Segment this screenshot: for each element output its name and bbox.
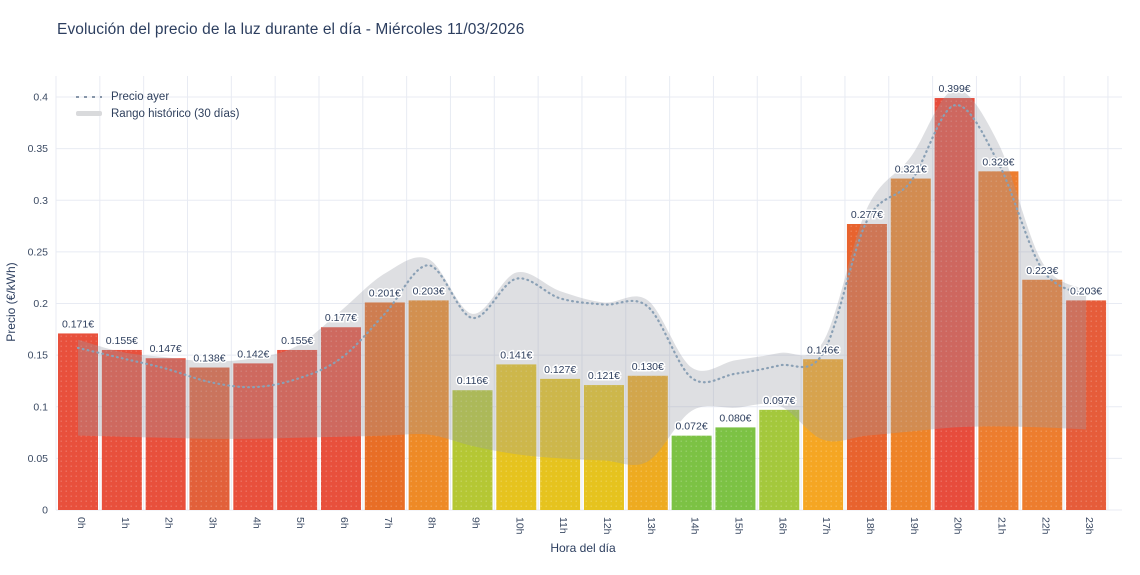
bar-value-label: 0.072€	[676, 421, 708, 433]
bar-value-label: 0.146€	[807, 344, 839, 356]
bar-value-label: 0.277€	[851, 209, 883, 221]
x-tick-label: 5h	[294, 517, 306, 529]
legend-label: Precio ayer	[111, 90, 170, 103]
x-tick-label: 14h	[689, 517, 701, 535]
x-tick-label: 13h	[645, 517, 657, 535]
bar-value-label: 0.097€	[763, 395, 795, 407]
bar-value-label: 0.155€	[281, 335, 313, 347]
y-tick-label: 0.2	[33, 298, 48, 310]
bar-value-label: 0.201€	[369, 287, 401, 299]
bar-value-label: 0.147€	[150, 343, 182, 355]
x-tick-label: 19h	[908, 517, 920, 535]
y-tick-label: 0.15	[28, 350, 49, 362]
chart-legend: Precio ayer Rango histórico (30 días)	[76, 88, 239, 122]
yesterday-price-line	[76, 104, 1088, 389]
bar-value-label: 0.321€	[895, 164, 927, 176]
x-tick-label: 7h	[382, 517, 394, 529]
legend-item-precio-ayer[interactable]: Precio ayer	[76, 88, 239, 105]
y-tick-label: 0.25	[28, 246, 49, 258]
bar-15h[interactable]	[715, 427, 756, 510]
x-tick-label: 6h	[338, 517, 350, 529]
x-tick-label: 21h	[995, 517, 1007, 535]
bar-value-label: 0.155€	[106, 335, 138, 347]
bar-value-label: 0.399€	[939, 83, 971, 95]
bar-value-label: 0.141€	[500, 349, 532, 361]
axis-ticks: 0h 1h 2h 3h 4h 5h 6h 7h 8h 9h 10h 11h 12h 13h 14h 15h 16…	[75, 517, 1095, 535]
x-tick-label: 15h	[732, 517, 744, 535]
x-tick-label: 3h	[206, 517, 218, 529]
bar-value-label: 0.203€	[1070, 285, 1102, 297]
x-tick-label: 0h	[75, 517, 87, 529]
bar-value-label: 0.127€	[544, 364, 576, 376]
x-tick-label: 1h	[119, 517, 131, 529]
bar-value-label: 0.142€	[237, 348, 269, 360]
x-tick-label: 18h	[864, 517, 876, 535]
x-tick-label: 23h	[1083, 517, 1095, 535]
y-tick-label: 0	[42, 505, 48, 517]
historical-range-band	[78, 89, 1087, 465]
legend-item-rango-historico[interactable]: Rango histórico (30 días)	[76, 105, 239, 122]
yesterday-price-path	[76, 104, 1088, 389]
bar-value-label: 0.116€	[457, 375, 488, 387]
y-tick-label: 0.05	[28, 453, 49, 465]
bar-value-label: 0.223€	[1026, 265, 1058, 277]
bar-value-label: 0.130€	[632, 361, 664, 373]
bar-value-label: 0.121€	[588, 370, 620, 382]
bar-value-labels: 0.171€ 0.155€ 0.147€ 0.138€ 0.142€ 0.155€ 0.17…	[60, 82, 1103, 435]
bar-value-label: 0.171€	[62, 318, 94, 330]
dashed-line-swatch-icon	[76, 95, 102, 98]
legend-label: Rango histórico (30 días)	[111, 107, 240, 120]
x-tick-label: 4h	[250, 517, 262, 529]
x-tick-label: 12h	[601, 517, 613, 535]
x-tick-label: 10h	[513, 517, 525, 535]
x-tick-label: 17h	[820, 517, 832, 535]
x-tick-label: 20h	[952, 517, 964, 535]
x-tick-label: 22h	[1039, 517, 1051, 535]
y-axis-title: Precio (€/kWh)	[4, 262, 18, 342]
bar-14h[interactable]	[671, 435, 712, 510]
x-tick-label: 2h	[163, 517, 175, 529]
bar-value-label: 0.080€	[719, 412, 751, 424]
x-tick-label: 16h	[776, 517, 788, 535]
page-title: Evolución del precio de la luz durante e…	[57, 21, 525, 38]
y-tick-label: 0.1	[33, 401, 48, 413]
band-swatch-icon	[76, 111, 102, 116]
bar-value-label: 0.177€	[325, 312, 357, 324]
bar-16h[interactable]	[759, 409, 800, 510]
x-tick-label: 11h	[557, 517, 569, 534]
historical-range-area	[78, 89, 1087, 465]
bar-value-label: 0.328€	[982, 156, 1014, 168]
bar-value-label: 0.138€	[193, 353, 225, 365]
x-tick-label: 8h	[426, 517, 438, 529]
y-tick-label: 0.35	[28, 143, 49, 155]
y-tick-label: 0.4	[33, 92, 48, 104]
bar-value-label: 0.203€	[413, 285, 445, 297]
x-axis-title: Hora del día	[550, 541, 616, 555]
y-tick-label: 0.3	[33, 195, 48, 207]
x-tick-label: 9h	[469, 517, 481, 529]
